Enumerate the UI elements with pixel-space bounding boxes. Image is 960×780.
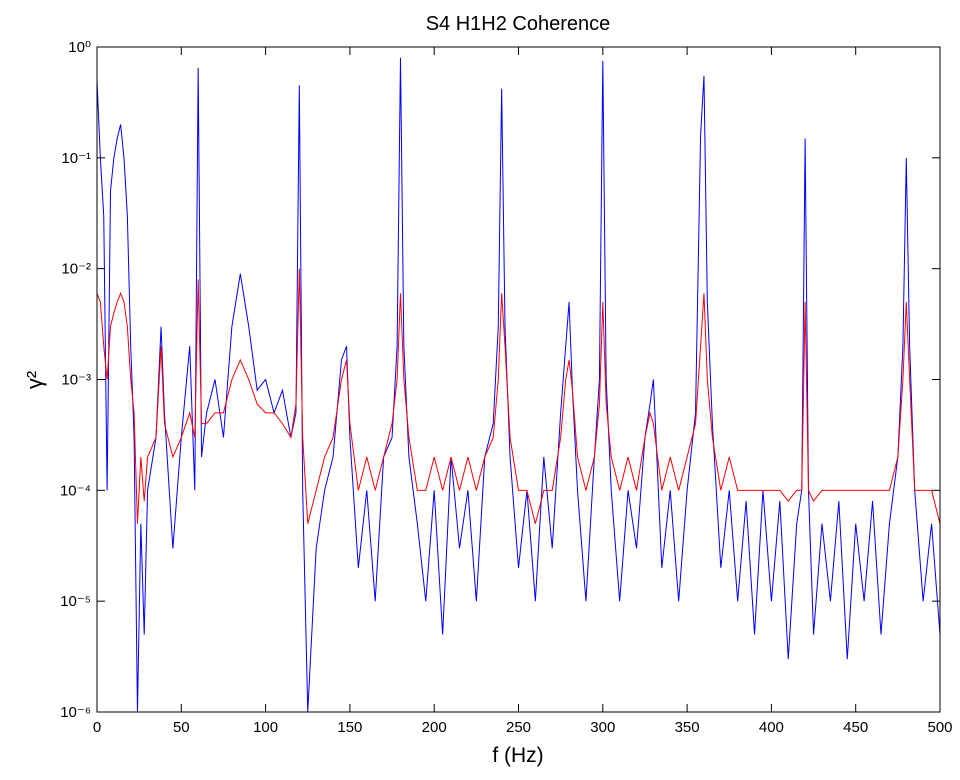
x-tick-label: 500 <box>927 719 952 736</box>
x-tick-label: 150 <box>337 719 362 736</box>
y-tick-label: 10⁻¹ <box>61 150 91 167</box>
x-tick-label: 450 <box>843 719 868 736</box>
x-tick-label: 300 <box>590 719 615 736</box>
y-tick-label: 10⁰ <box>68 39 91 56</box>
y-axis-label: γ² <box>22 371 47 389</box>
y-tick-label: 10⁻⁶ <box>60 704 91 721</box>
x-tick-label: 200 <box>422 719 447 736</box>
x-tick-label: 0 <box>93 719 101 736</box>
x-tick-label: 250 <box>506 719 531 736</box>
y-tick-label: 10⁻³ <box>61 372 91 389</box>
series-line <box>97 268 940 524</box>
x-tick-label: 50 <box>173 719 190 736</box>
x-tick-label: 100 <box>253 719 278 736</box>
y-tick-label: 10⁻⁴ <box>60 482 91 499</box>
x-tick-label: 400 <box>759 719 784 736</box>
x-tick-label: 350 <box>675 719 700 736</box>
y-tick-label: 10⁻² <box>61 261 91 278</box>
plot-area <box>97 57 940 712</box>
x-axis-label: f (Hz) <box>492 744 543 767</box>
y-tick-label: 10⁻⁵ <box>60 593 91 610</box>
series-line <box>97 57 940 712</box>
chart-title: S4 H1H2 Coherence <box>426 13 611 35</box>
